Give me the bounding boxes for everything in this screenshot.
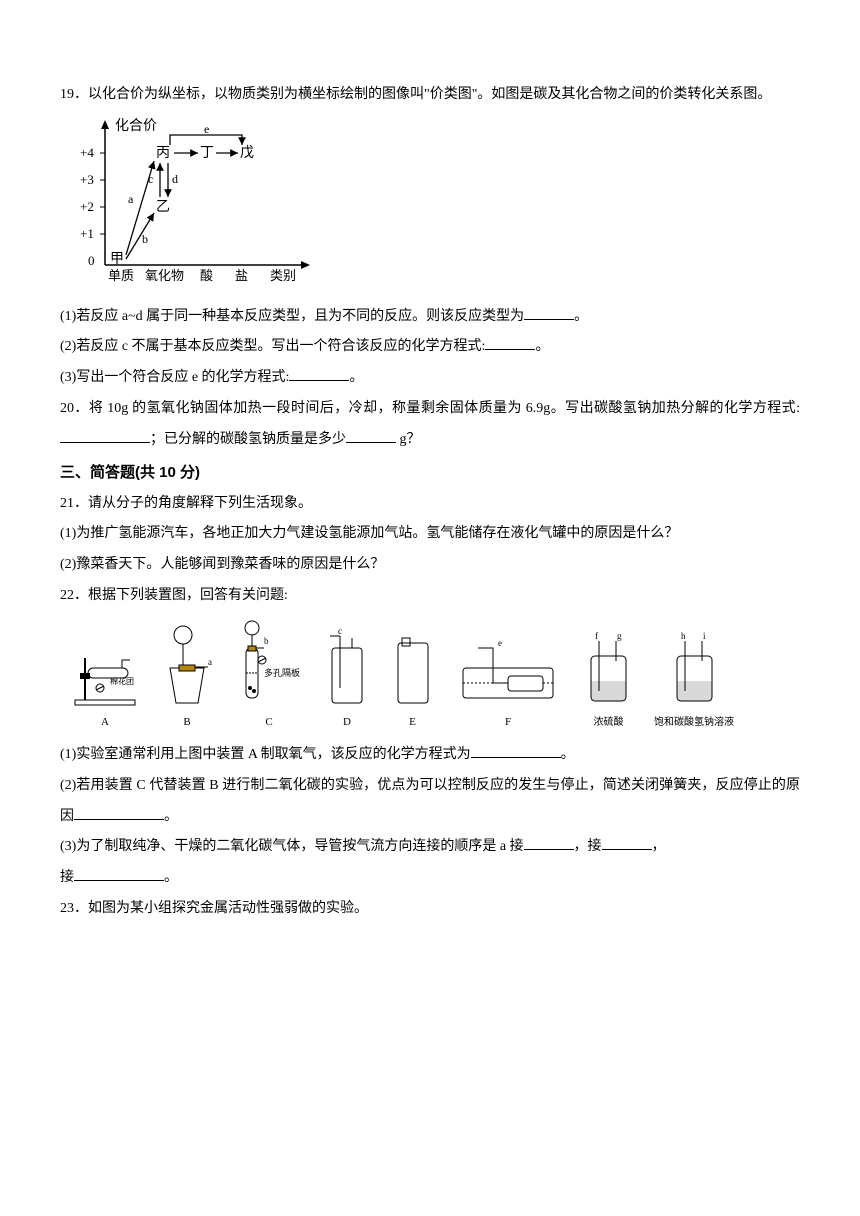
svg-text:d: d	[172, 172, 178, 186]
q19-p3: (3)写出一个符合反应 e 的化学方程式:。	[60, 363, 800, 394]
blank[interactable]	[524, 305, 574, 320]
svg-text:类别: 类别	[270, 268, 296, 283]
q21-intro: 21．请从分子的角度解释下列生活现象。	[60, 489, 800, 520]
svg-text:+3: +3	[80, 172, 94, 187]
svg-text:甲: 甲	[110, 252, 124, 267]
svg-text:+4: +4	[80, 145, 94, 160]
svg-text:乙: 乙	[156, 199, 170, 215]
blank[interactable]	[471, 743, 561, 758]
q22-p3-line2: 接。	[60, 863, 800, 894]
svg-text:b: b	[142, 232, 148, 246]
svg-text:酸: 酸	[200, 268, 213, 283]
svg-text:戊: 戊	[240, 145, 254, 161]
valence-chart: 化合价 +4 +3 +2 +1 0 单质 氧化物 酸 盐 类别 甲 乙 丙 丁 …	[70, 115, 330, 285]
apparatus-row: 棉花团 A a B b 多孔隔板 C	[70, 618, 800, 734]
q22-p1: (1)实验室通常利用上图中装置 A 制取氧气，该反应的化学方程式为。	[60, 740, 800, 771]
svg-text:a: a	[208, 657, 212, 667]
blank[interactable]	[289, 366, 349, 381]
svg-text:c: c	[338, 628, 342, 636]
q21-p1: (1)为推广氢能源汽车，各地正加大力气建设氢能源加气站。氢气能储存在液化气罐中的…	[60, 519, 800, 550]
svg-text:c: c	[148, 172, 153, 186]
svg-text:单质: 单质	[108, 268, 134, 283]
blank[interactable]	[346, 428, 396, 443]
q19-intro: 19．以化合价为纵坐标，以物质类别为横坐标绘制的图像叫"价类图"。如图是碳及其化…	[60, 80, 800, 111]
svg-text:g: g	[617, 631, 622, 641]
apparatus-a: 棉花团 A	[70, 628, 140, 734]
q22-p3: (3)为了制取纯净、干燥的二氧化碳气体，导管按气流方向连接的顺序是 a 接，接，	[60, 832, 800, 863]
svg-text:a: a	[128, 192, 134, 206]
svg-text:丙: 丙	[156, 146, 170, 161]
svg-text:盐: 盐	[235, 268, 248, 283]
q20: 20．将 10g 的氢氧化钠固体加热一段时间后，冷却，称量剩余固体质量为 6.9…	[60, 394, 800, 456]
q19-p2: (2)若反应 c 不属于基本反应类型。写出一个符合该反应的化学方程式:。	[60, 332, 800, 363]
apparatus-e: E	[390, 628, 435, 734]
section-3-header: 三、简答题(共 10 分)	[60, 456, 800, 489]
q21-p2: (2)豫菜香天下。人能够闻到豫菜香味的原因是什么？	[60, 550, 800, 581]
y-axis-label: 化合价	[115, 118, 157, 134]
svg-text:h: h	[681, 631, 686, 641]
q20-num: 20．	[60, 401, 89, 416]
q19-num: 19．	[60, 87, 88, 102]
q19-p1: (1)若反应 a~d 属于同一种基本反应类型，且为不同的反应。则该反应类型为。	[60, 302, 800, 333]
apparatus-d: c D	[322, 628, 372, 734]
blank[interactable]	[74, 805, 164, 820]
svg-text:+2: +2	[80, 199, 94, 214]
svg-text:多孔隔板: 多孔隔板	[264, 667, 300, 678]
svg-text:f: f	[595, 631, 598, 641]
svg-text:丁: 丁	[200, 146, 214, 161]
svg-text:e: e	[498, 638, 502, 648]
svg-text:i: i	[703, 631, 706, 641]
svg-text:e: e	[204, 122, 209, 136]
blank[interactable]	[602, 835, 652, 850]
blank[interactable]	[60, 428, 150, 443]
q21-num: 21．	[60, 496, 88, 511]
svg-text:棉花团: 棉花团	[110, 676, 134, 686]
svg-text:b: b	[264, 636, 269, 646]
blank[interactable]	[74, 866, 164, 881]
q23-intro: 23．如图为某小组探究金属活动性强弱做的实验。	[60, 894, 800, 925]
blank[interactable]	[524, 835, 574, 850]
blank[interactable]	[485, 335, 535, 350]
q23-num: 23．	[60, 901, 88, 916]
svg-text:氧化物: 氧化物	[145, 268, 184, 283]
apparatus-h2so4: f g 浓硫酸	[581, 631, 636, 734]
q22-p2: (2)若用装置 C 代替装置 B 进行制二氧化碳的实验，优点为可以控制反应的发生…	[60, 771, 800, 833]
apparatus-c: b 多孔隔板 C	[234, 618, 304, 734]
q22-num: 22．	[60, 588, 88, 603]
q22-intro: 22．根据下列装置图，回答有关问题:	[60, 581, 800, 612]
svg-text:+1: +1	[80, 226, 94, 241]
svg-text:0: 0	[88, 253, 95, 268]
apparatus-b: a B	[158, 623, 216, 734]
apparatus-f: e F	[453, 628, 563, 734]
apparatus-nahco3: h i 饱和碳酸氢钠溶液	[654, 631, 734, 734]
